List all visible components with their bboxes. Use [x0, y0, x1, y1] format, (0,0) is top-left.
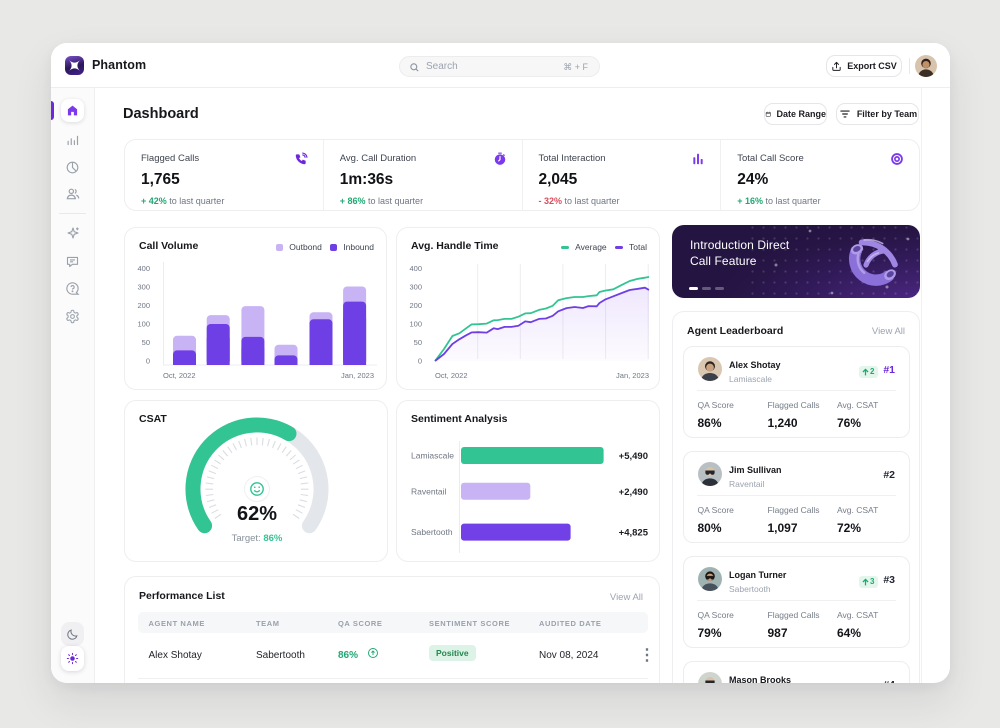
svg-text:Jan, 2023: Jan, 2023 [341, 371, 374, 380]
svg-text:0: 0 [418, 357, 422, 366]
svg-text:+5,490: +5,490 [619, 451, 648, 462]
svg-text:+4,825: +4,825 [619, 528, 649, 539]
svg-text:50: 50 [414, 338, 422, 347]
svg-text:50: 50 [142, 338, 150, 347]
svg-text:Sabertooth: Sabertooth [411, 527, 453, 537]
svg-text:100: 100 [137, 320, 150, 329]
svg-text:Oct, 2022: Oct, 2022 [163, 371, 196, 380]
svg-text:Raventail: Raventail [411, 487, 447, 497]
svg-text:200: 200 [409, 301, 422, 310]
svg-text:400: 400 [409, 264, 422, 273]
svg-text:300: 300 [137, 283, 150, 292]
svg-text:100: 100 [409, 320, 422, 329]
svg-text:300: 300 [409, 283, 422, 292]
svg-text:0: 0 [146, 357, 150, 366]
svg-text:Jan, 2023: Jan, 2023 [616, 371, 649, 380]
svg-text:Oct, 2022: Oct, 2022 [435, 371, 468, 380]
svg-text:Lamiascale: Lamiascale [411, 451, 454, 461]
svg-text:Target: 86%: Target: 86% [232, 533, 283, 544]
svg-text:62%: 62% [237, 503, 277, 525]
svg-text:+2,490: +2,490 [619, 487, 648, 498]
svg-text:400: 400 [137, 264, 150, 273]
svg-text:200: 200 [137, 301, 150, 310]
